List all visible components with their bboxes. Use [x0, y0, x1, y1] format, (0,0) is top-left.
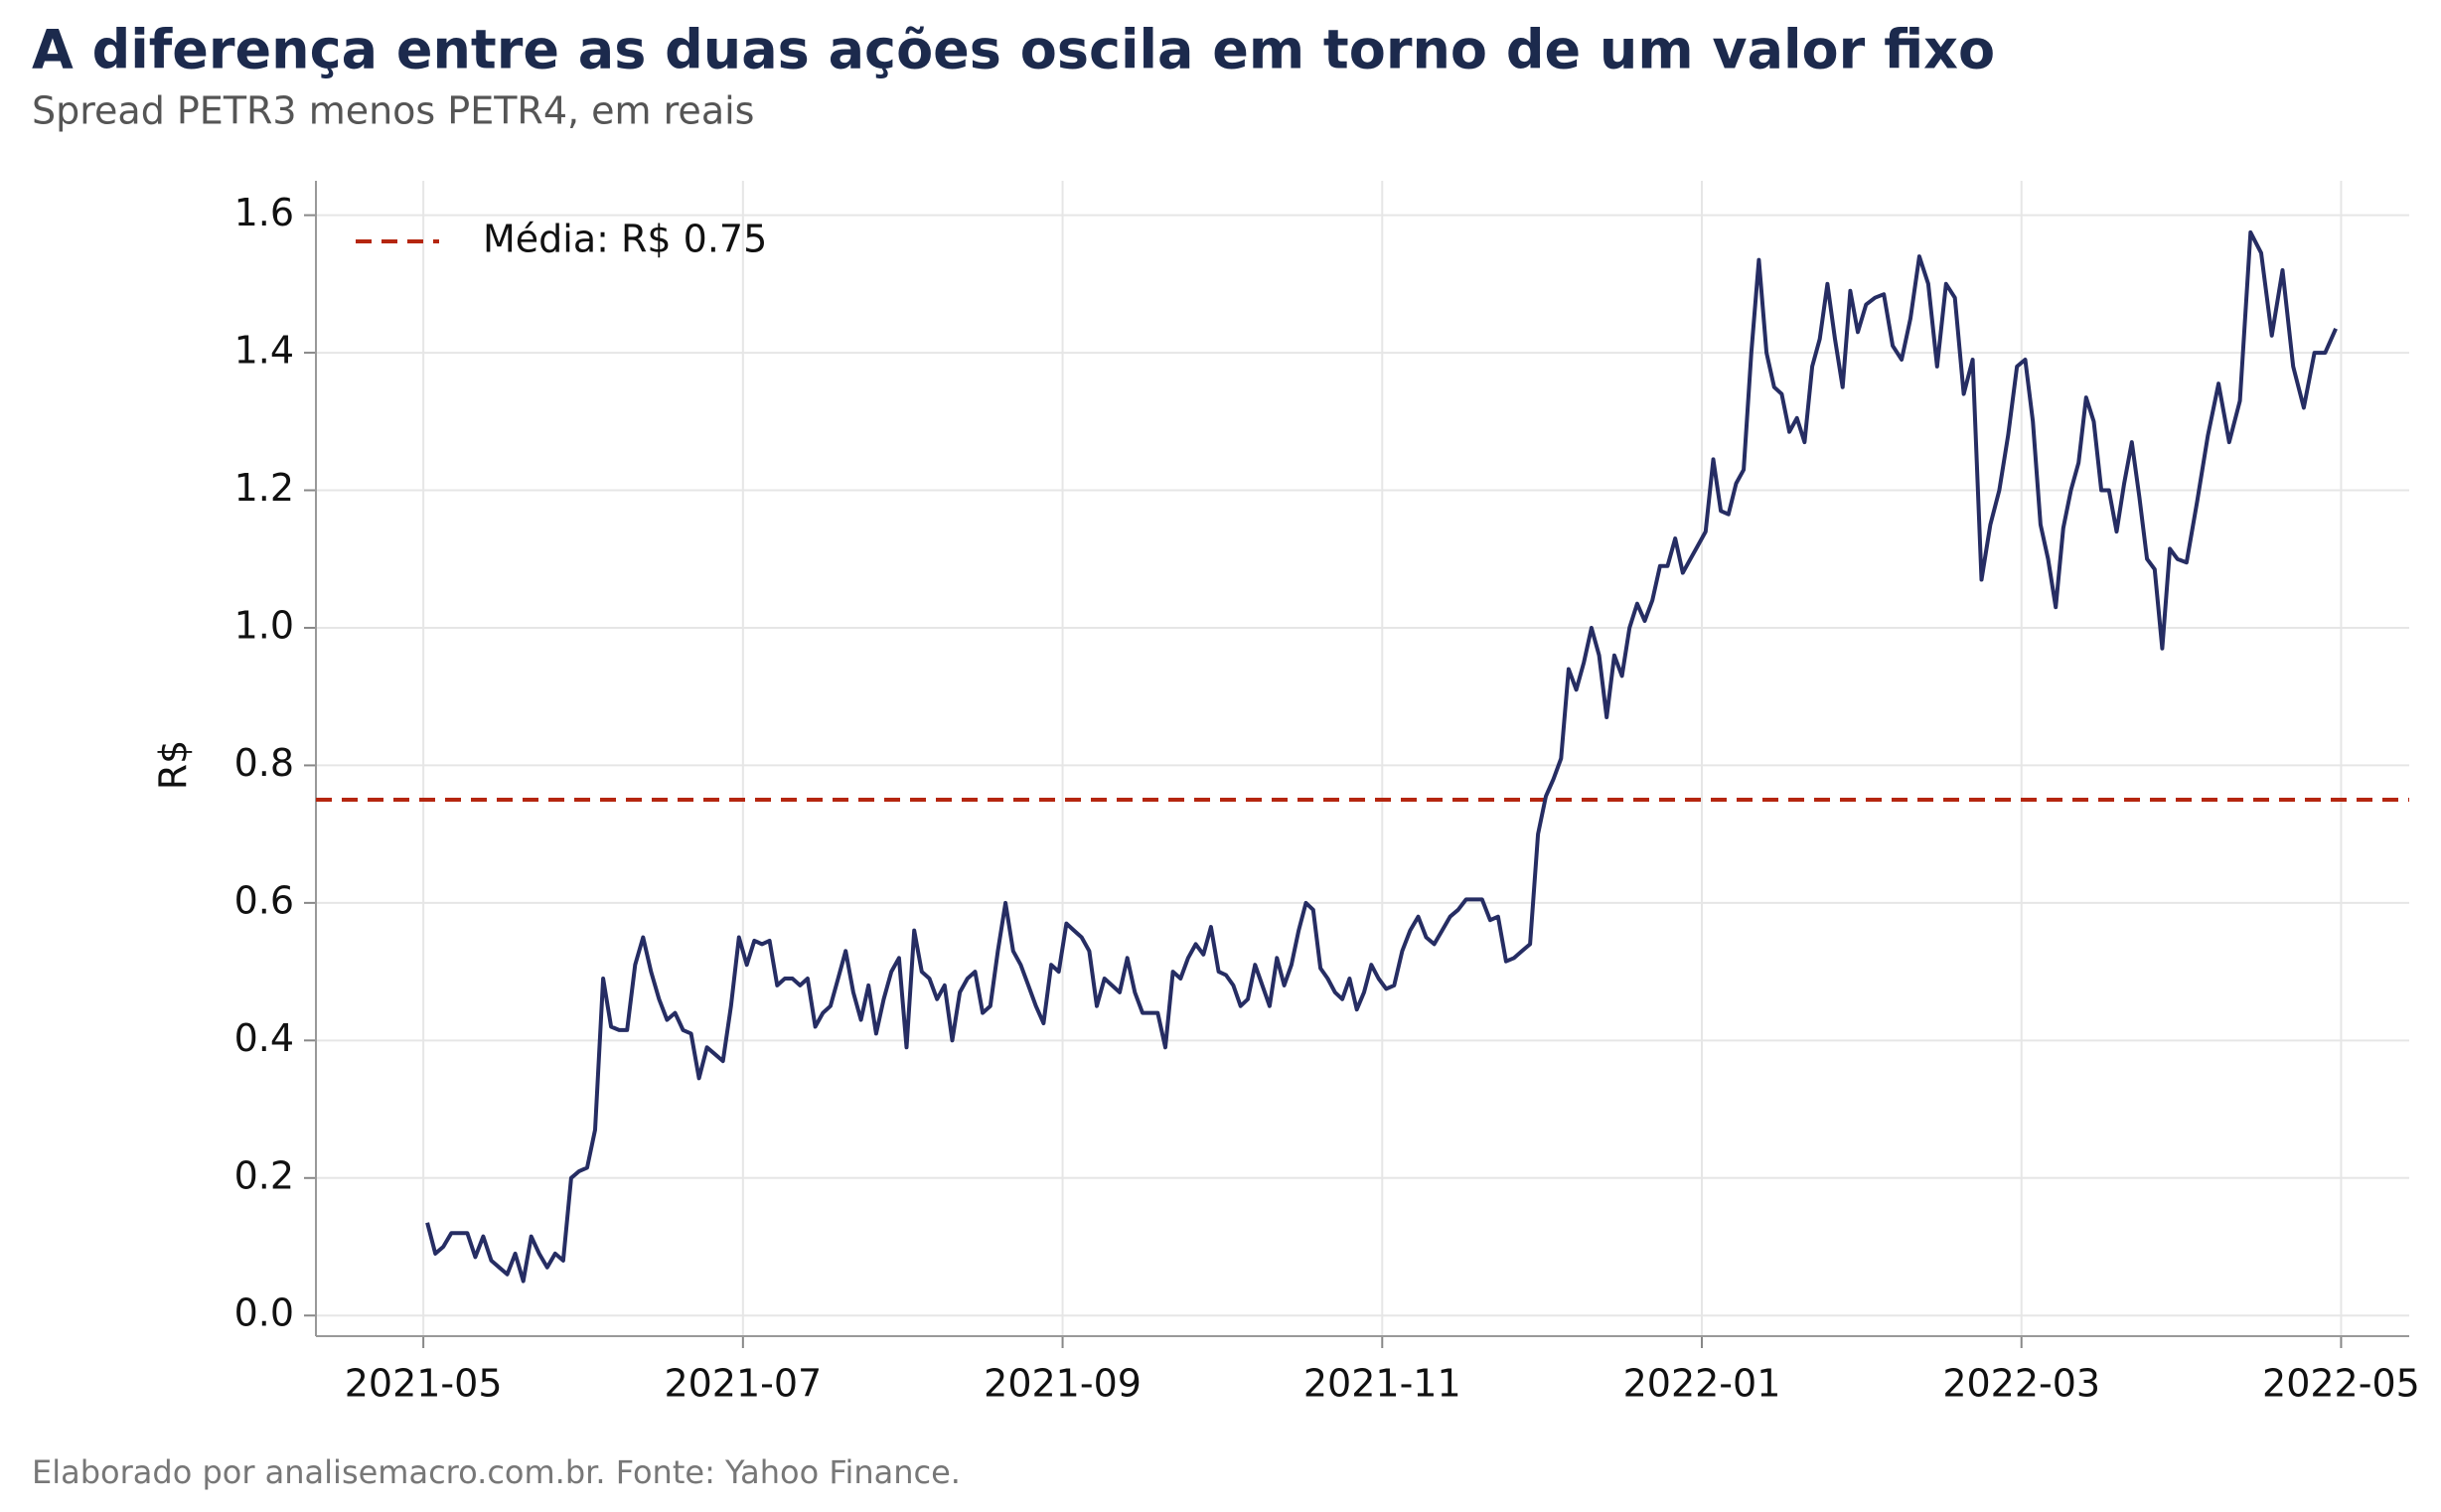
y-tick-label: 1.2: [234, 466, 294, 510]
x-tick-label: 2021-07: [664, 1362, 822, 1406]
x-tick-label: 2021-09: [984, 1362, 1142, 1406]
y-tick-label: 0.4: [234, 1016, 294, 1060]
x-tick-label: 2021-11: [1303, 1362, 1461, 1406]
chart-title: A diferença entre as duas ações oscila e…: [32, 19, 1995, 81]
footer: Elaborado por analisemacro.com.br. Fonte…: [32, 1453, 961, 1491]
y-tick-label: 1.4: [234, 329, 294, 373]
chart-subtitle: Spread PETR3 menos PETR4, em reais: [32, 89, 754, 133]
y-tick-label: 1.0: [234, 603, 294, 647]
x-tick-label: 2021-05: [345, 1362, 503, 1406]
x-tick-label: 2022-01: [1623, 1362, 1781, 1406]
y-tick-label: 1.6: [234, 191, 294, 234]
y-tick-label: 0.2: [234, 1153, 294, 1197]
legend-label: Média: R$ 0.75: [483, 218, 767, 261]
y-tick-label: 0.0: [234, 1291, 294, 1335]
y-tick-label: 0.8: [234, 741, 294, 785]
x-tick-label: 2022-03: [1942, 1362, 2100, 1406]
y-tick-label: 0.6: [234, 878, 294, 922]
y-axis-label: R$: [152, 740, 196, 791]
x-tick-label: 2022-05: [2262, 1362, 2420, 1406]
data-line: [425, 229, 2338, 1284]
